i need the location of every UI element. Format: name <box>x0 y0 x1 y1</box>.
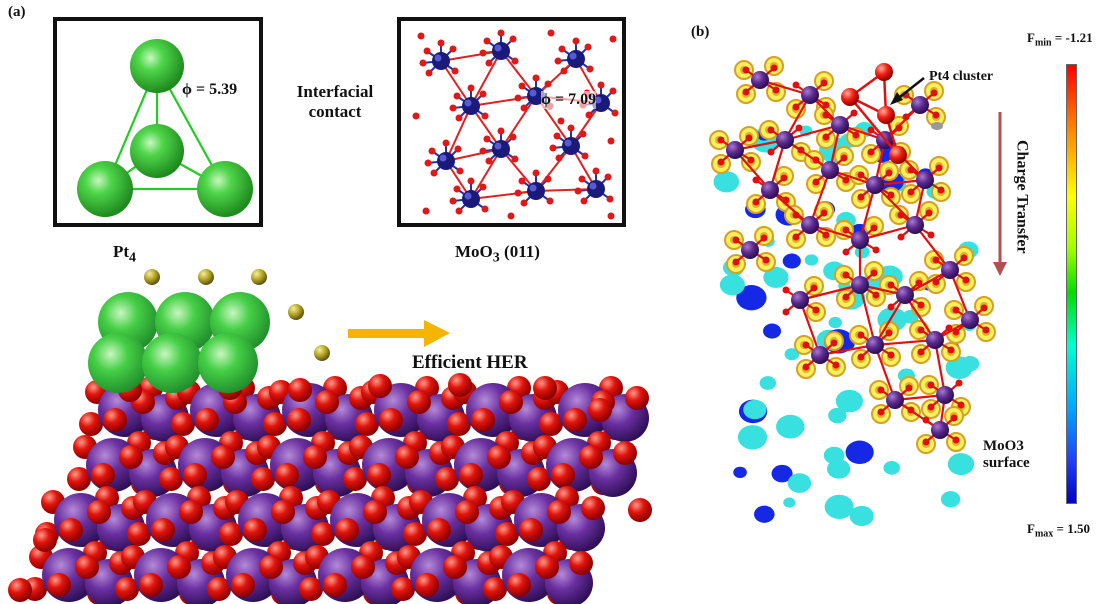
panel-a-label: (a) <box>8 4 26 20</box>
panel-b-label: (b) <box>691 24 710 40</box>
pt4-pointer-arrow-icon <box>890 77 925 105</box>
charge-transfer-label: Charge Transfer <box>1013 140 1031 254</box>
color-scale-bar <box>1066 64 1077 504</box>
interfacial-contact-label: Interfacial contact <box>296 82 374 121</box>
moo3-caption: MoO3 (011) <box>455 242 540 266</box>
pt4-work-function: ϕ = 5.39 <box>182 81 238 98</box>
pt4-cluster-label: Pt4 cluster <box>929 69 994 84</box>
moo3-slab <box>8 373 652 604</box>
moo3-structure-box: ϕ = 7.09 <box>397 17 626 227</box>
fmax-label: Fmax = 1.50 <box>1027 521 1090 540</box>
moo3-lattice-image <box>412 29 619 220</box>
pt-cluster-spheres <box>88 292 270 393</box>
fmin-label: Fmin = -1.21 <box>1027 30 1093 49</box>
pt4-structure-box: ϕ = 5.39 <box>53 17 263 227</box>
pt4-cluster-red <box>841 63 907 164</box>
efficient-her-label: Efficient HER <box>412 352 528 373</box>
pt4-on-moo3-illustration <box>8 269 652 604</box>
hydrogen-atoms <box>144 269 330 361</box>
pt4-cluster-image <box>77 39 253 217</box>
charge-density-image <box>709 56 1007 527</box>
moo3-work-function: ϕ = 7.09 <box>541 91 597 110</box>
pt4-caption: Pt4 <box>113 242 137 266</box>
charge-transfer-arrow-icon <box>993 112 1007 276</box>
her-arrow-icon <box>348 320 450 347</box>
moo3-surface-label: MoO3 surface <box>983 438 1030 472</box>
